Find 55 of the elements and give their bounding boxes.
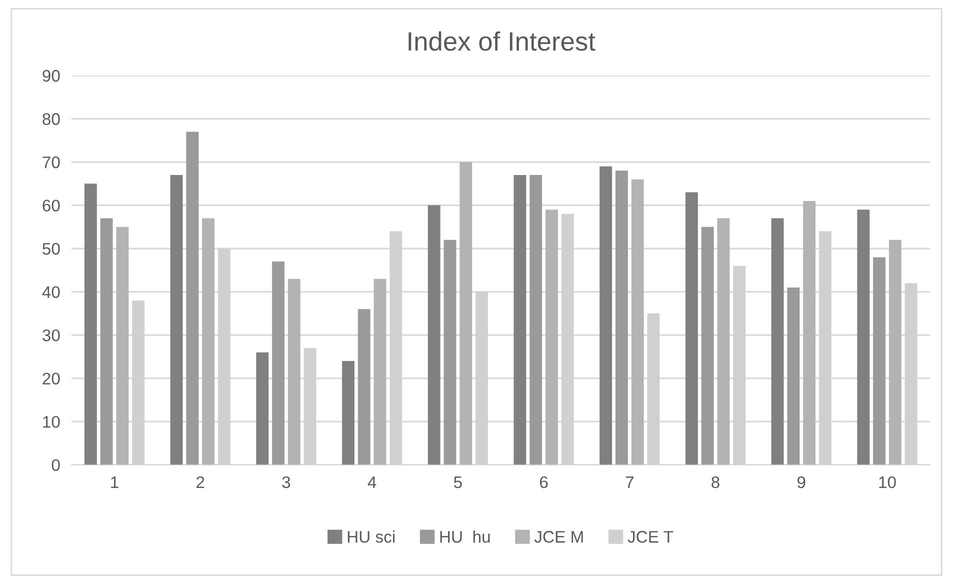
- bar: [888, 240, 902, 465]
- legend-label: JCE M: [534, 530, 583, 543]
- bar: [202, 218, 215, 465]
- bar: [873, 257, 886, 465]
- bar: [100, 218, 113, 465]
- bar: [84, 184, 97, 465]
- bar: [288, 278, 300, 465]
- bar: [701, 226, 714, 465]
- chart-title: Index of Interest: [408, 31, 596, 51]
- bar: [787, 287, 800, 465]
- y-tick-label: 70: [42, 156, 60, 168]
- bar: [717, 218, 730, 465]
- x-tick-label: 5: [454, 476, 462, 488]
- bar: [342, 360, 354, 465]
- bar: [374, 278, 386, 465]
- legend-label: JCE T: [628, 530, 674, 543]
- bar: [857, 210, 870, 465]
- x-tick-label: 1: [111, 476, 118, 488]
- legend-label: HU hu: [440, 530, 490, 543]
- x-tick-label: 8: [712, 476, 720, 488]
- y-tick-label: 50: [42, 242, 60, 255]
- bar: [116, 226, 129, 465]
- bar: [358, 309, 370, 465]
- x-tick-label: 6: [540, 476, 548, 488]
- bar: [186, 132, 199, 465]
- bar: [545, 210, 558, 465]
- x-tick-label: 9: [798, 476, 806, 488]
- bar: [600, 166, 612, 465]
- x-tick-label: 7: [626, 476, 634, 488]
- bar: [803, 200, 816, 465]
- bar: [256, 352, 269, 465]
- bar: [460, 162, 472, 465]
- y-tick-label: 80: [42, 113, 60, 125]
- y-tick-label: 30: [42, 329, 60, 342]
- x-tick-label: 4: [368, 476, 376, 488]
- legend-label: HU sci: [348, 530, 394, 543]
- y-tick-label: 10: [43, 416, 60, 428]
- bar: [272, 262, 284, 465]
- x-tick-label: 2: [196, 476, 204, 488]
- bar: [514, 175, 526, 465]
- bar: [771, 218, 784, 465]
- bar: [444, 240, 456, 465]
- x-tick-label: 10: [879, 476, 896, 488]
- y-tick-label: 40: [42, 286, 60, 298]
- bar: [428, 205, 440, 465]
- y-tick-label: 90: [42, 70, 60, 82]
- x-tick-label: 3: [282, 476, 290, 488]
- bar: [685, 192, 698, 465]
- y-tick-label: 0: [52, 459, 60, 472]
- bar: [615, 170, 628, 465]
- bar: [170, 175, 183, 465]
- bar: [631, 179, 644, 465]
- y-tick-label: 20: [42, 372, 60, 384]
- bar: [530, 175, 542, 465]
- y-tick-label: 60: [42, 200, 60, 212]
